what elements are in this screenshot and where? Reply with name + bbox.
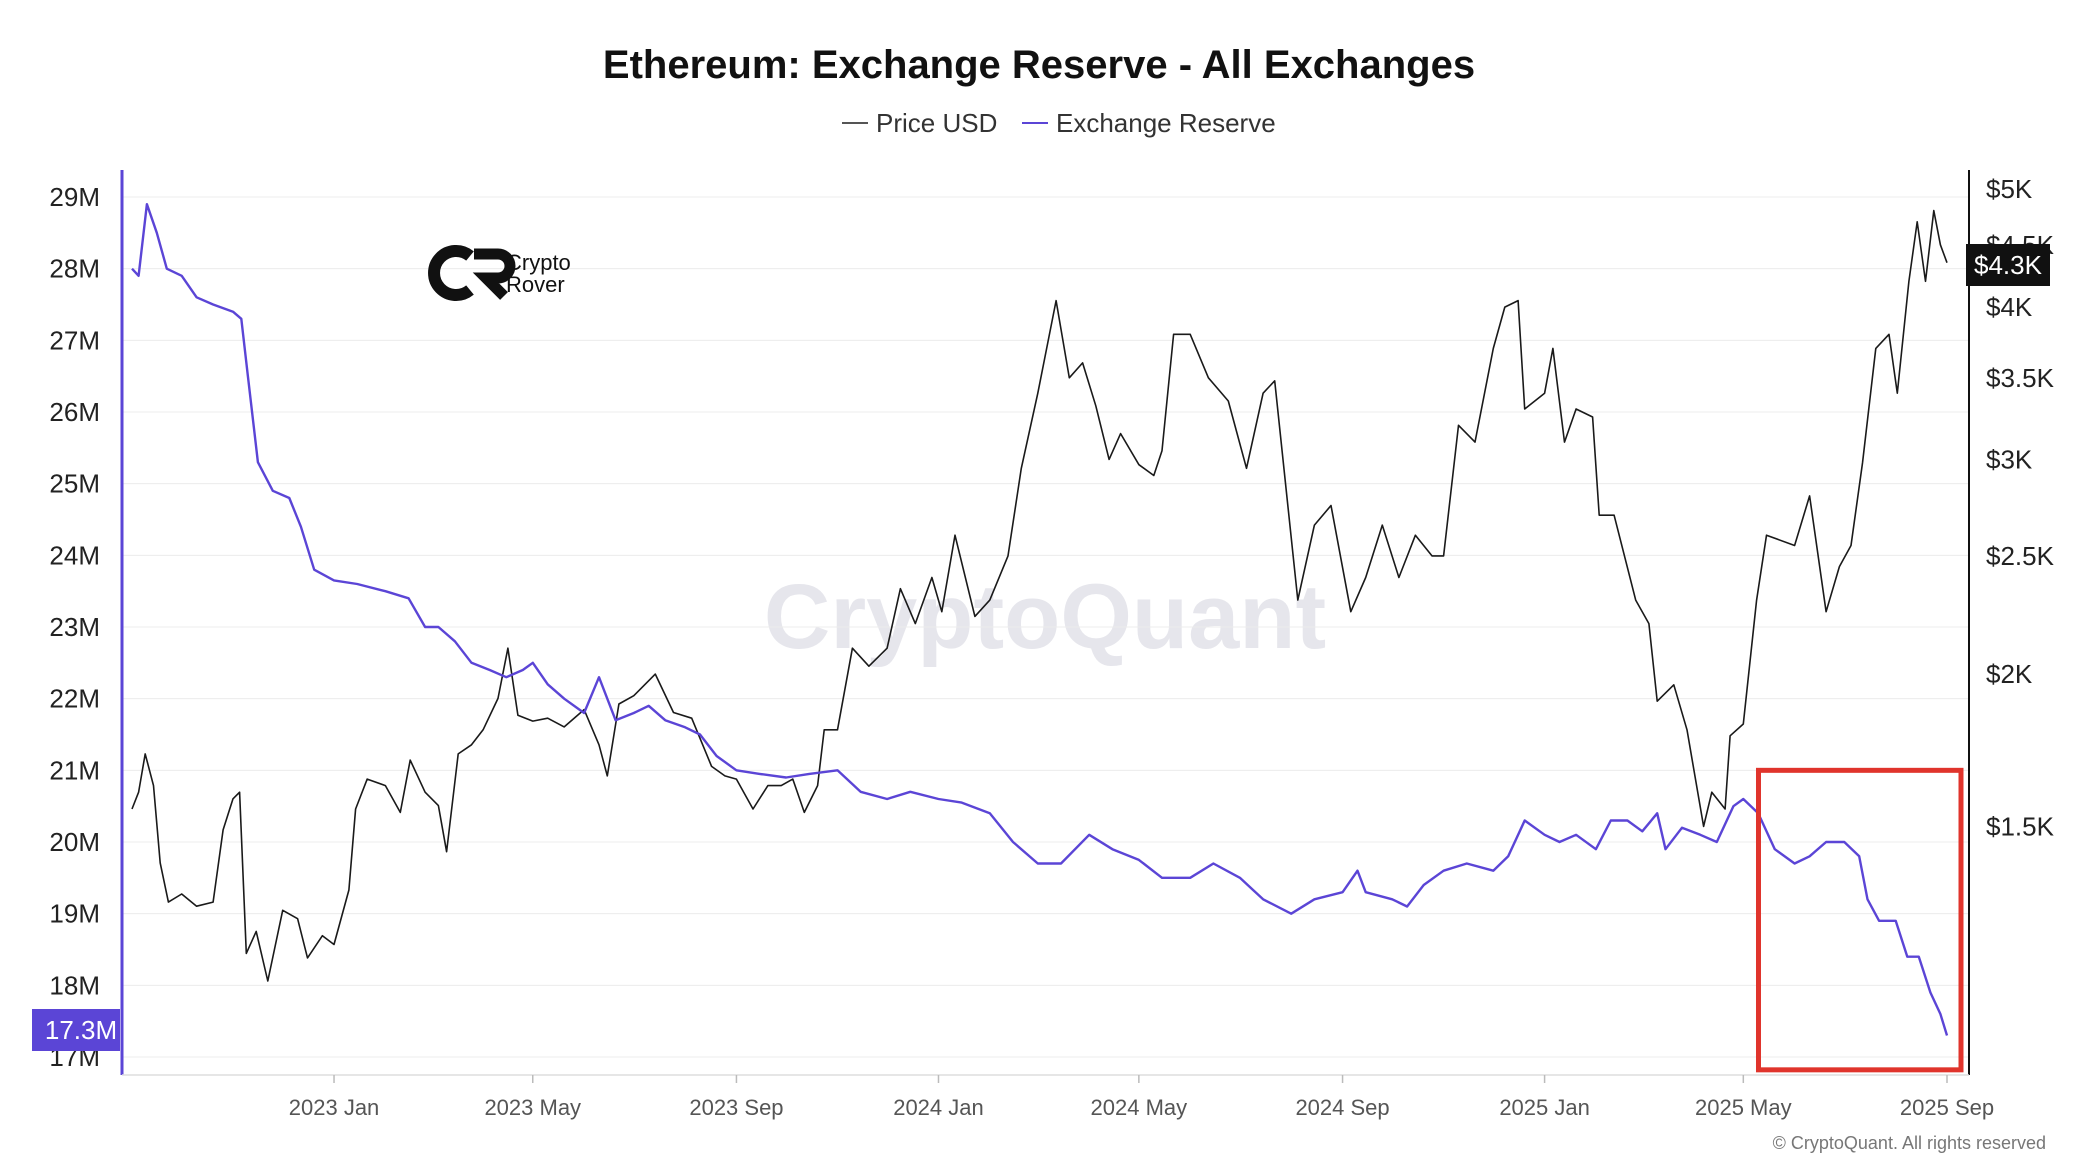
price-badge-background bbox=[1966, 244, 2050, 286]
highlight-box bbox=[1755, 767, 1964, 1073]
left-tick-label: 28M bbox=[49, 254, 100, 284]
grid bbox=[122, 196, 1969, 1058]
right-tick-label: $5K bbox=[1986, 174, 2033, 204]
reserve-last-value-badge: 17.3M bbox=[32, 1009, 120, 1051]
x-axis-ticks: 2023 Jan 2023 May 2023 Sep 2024 Jan 2024 May… bbox=[289, 1075, 1994, 1120]
left-tick-label: 22M bbox=[49, 684, 100, 714]
x-tick-label: 2025 Sep bbox=[1900, 1095, 1994, 1120]
x-tick-label: 2023 Jan bbox=[289, 1095, 380, 1120]
right-tick-label: $2.5K bbox=[1986, 541, 2055, 571]
left-tick-label: 24M bbox=[49, 540, 100, 570]
logo-line2: Rover bbox=[506, 272, 565, 297]
chart-title: Ethereum: Exchange Reserve - All Exchang… bbox=[603, 43, 1475, 87]
watermark: CryptoQuant bbox=[764, 566, 1326, 668]
legend-reserve-label: Exchange Reserve bbox=[1056, 108, 1276, 138]
x-tick-label: 2023 Sep bbox=[689, 1095, 783, 1120]
series-layer bbox=[131, 203, 1949, 1036]
left-tick-label: 20M bbox=[49, 827, 100, 857]
price-last-value-badge: $4.3K bbox=[1966, 244, 2050, 286]
x-tick-label: 2024 Sep bbox=[1295, 1095, 1389, 1120]
left-tick-label: 25M bbox=[49, 469, 100, 499]
x-tick-label: 2025 Jan bbox=[1499, 1095, 1590, 1120]
price-usd-line bbox=[131, 209, 1948, 982]
reserve-badge-text: 17.3M bbox=[45, 1015, 117, 1045]
logo-line1: Crypto bbox=[506, 250, 571, 275]
exchange-reserve-line bbox=[131, 203, 1949, 1036]
x-tick-label: 2025 May bbox=[1695, 1095, 1792, 1120]
left-tick-label: 18M bbox=[49, 970, 100, 1000]
x-tick-label: 2023 May bbox=[484, 1095, 581, 1120]
left-tick-label: 27M bbox=[49, 325, 100, 355]
right-tick-label: $4K bbox=[1986, 292, 2033, 322]
crypto-rover-logo-icon bbox=[428, 245, 516, 301]
right-tick-label: $3K bbox=[1986, 444, 2033, 474]
crypto-rover-logo: Crypto Rover bbox=[428, 245, 571, 301]
left-tick-label: 29M bbox=[49, 182, 100, 212]
left-tick-label: 21M bbox=[49, 755, 100, 785]
price-badge-text: $4.3K bbox=[1974, 250, 2043, 280]
reserve-badge-background bbox=[32, 1009, 120, 1051]
legend-price-label: Price USD bbox=[876, 108, 997, 138]
x-tick-label: 2024 Jan bbox=[893, 1095, 984, 1120]
right-tick-label: $2K bbox=[1986, 659, 2033, 689]
copyright: © CryptoQuant. All rights reserved bbox=[1773, 1133, 2046, 1153]
left-tick-label: 26M bbox=[49, 397, 100, 427]
right-tick-label: $1.5K bbox=[1986, 811, 2055, 841]
x-tick-label: 2024 May bbox=[1091, 1095, 1188, 1120]
left-tick-label: 23M bbox=[49, 612, 100, 642]
left-tick-label: 19M bbox=[49, 899, 100, 929]
legend[interactable]: Price USD Exchange Reserve bbox=[842, 108, 1276, 138]
right-tick-label: $3.5K bbox=[1986, 363, 2055, 393]
